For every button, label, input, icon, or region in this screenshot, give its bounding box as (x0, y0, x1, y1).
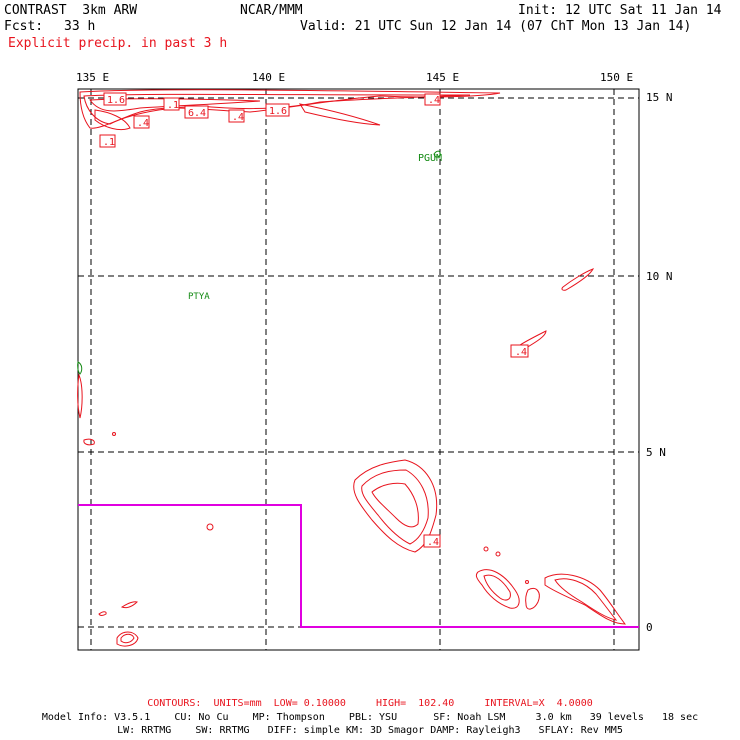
inner-domain-boundary (78, 504, 639, 628)
contour-label-box (265, 103, 290, 117)
product-title: CONTRAST 3km ARW (4, 3, 138, 18)
contour-east-streak-1 (561, 268, 595, 291)
lat-label-10n: 10 N (646, 270, 673, 283)
contour-label-box (184, 105, 209, 119)
contour-label: .4 (428, 95, 440, 106)
forecast-hour-label: Fcst: (4, 19, 44, 34)
contour-north-blob (94, 109, 131, 131)
contour-info: CONTOURS: UNITS=mm LOW= 0.10000 HIGH= 10… (147, 698, 593, 709)
lon-label-135: 135 E (76, 71, 110, 84)
contour-west-edge (77, 373, 83, 419)
contour-southwest-streak-2 (98, 611, 107, 616)
lat-label-0: 0 (646, 621, 653, 634)
contour-north-band-inner (83, 93, 471, 125)
contour-west-small (83, 438, 95, 446)
contour-label-box (424, 93, 441, 106)
contour-south-cluster-outer (353, 459, 438, 553)
contour-north-streak (298, 103, 381, 126)
contour-label-box (510, 344, 529, 358)
model-info-line-2: LW: RRTMG SW: RRTMG DIFF: simple KM: 3D … (117, 725, 623, 736)
contour-se-dot-2 (495, 551, 501, 557)
contour-label-box (99, 134, 116, 148)
valid-time: Valid: 21 UTC Sun 12 Jan 14 (07 ChT Mon … (300, 19, 692, 34)
contour-southeast-cluster-1 (475, 569, 520, 609)
lat-label-15n: 15 N (646, 91, 673, 104)
lon-label-145: 145 E (426, 71, 460, 84)
station-label-pgum: PGUM (418, 153, 442, 164)
contour-south-cluster-inner (371, 482, 419, 528)
station-label-ptya: PTYA (188, 292, 210, 302)
island-outline (77, 361, 83, 375)
precip-contours (77, 89, 627, 647)
contour-label-box (133, 115, 150, 129)
contour-label: 1.6 (269, 106, 287, 117)
contour-west-dot (112, 432, 116, 436)
field-name: Explicit precip. in past 3 h (8, 36, 228, 51)
contour-south-cluster-mid (361, 469, 429, 545)
guam-outline (433, 150, 441, 158)
contour-se-dot-1 (483, 546, 489, 552)
contour-southeast-cluster-3 (544, 573, 627, 625)
contour-southeast-cluster-2 (525, 587, 540, 610)
contour-north-band-core (89, 98, 261, 112)
contour-label: .4 (427, 537, 439, 548)
map-frame (77, 88, 640, 651)
lat-label-5n: 5 N (646, 446, 666, 459)
contour-label-box (423, 534, 441, 548)
contour-label-box (103, 92, 127, 106)
contour-southeast-cluster-1-inner (483, 574, 511, 601)
contour-label: .4 (137, 118, 149, 129)
forecast-hour-value: 33 h (64, 19, 96, 34)
lon-label-140: 140 E (252, 71, 286, 84)
contour-label: .4 (515, 347, 527, 358)
contour-southeast-cluster-3-inner (554, 578, 618, 621)
contour-label-box (163, 97, 180, 111)
contour-label: 6.4 (188, 108, 206, 119)
contour-label: .1 (167, 100, 179, 111)
contour-south-dot (206, 523, 214, 531)
center-name: NCAR/MMM (240, 3, 303, 18)
init-time: Init: 12 UTC Sat 11 Jan 14 (518, 3, 722, 18)
graticule (78, 89, 639, 650)
contour-label: .4 (232, 112, 244, 123)
contour-southwest-streak-1 (120, 601, 138, 609)
contour-label-box (228, 109, 245, 123)
contour-label: 1.6 (107, 95, 125, 106)
contour-labels: 1.6 .1 6.4 .4 1.6 .4 .4 .1 .4 .4 (99, 92, 529, 548)
lon-label-150: 150 E (600, 71, 634, 84)
contour-southwest-blob (116, 631, 139, 647)
contour-southwest-blob-inner (120, 633, 135, 644)
contour-se-dot-3 (525, 580, 529, 584)
model-info-line-1: Model Info: V3.5.1 CU: No Cu MP: Thompso… (41, 712, 699, 723)
contour-label: .1 (103, 137, 115, 148)
